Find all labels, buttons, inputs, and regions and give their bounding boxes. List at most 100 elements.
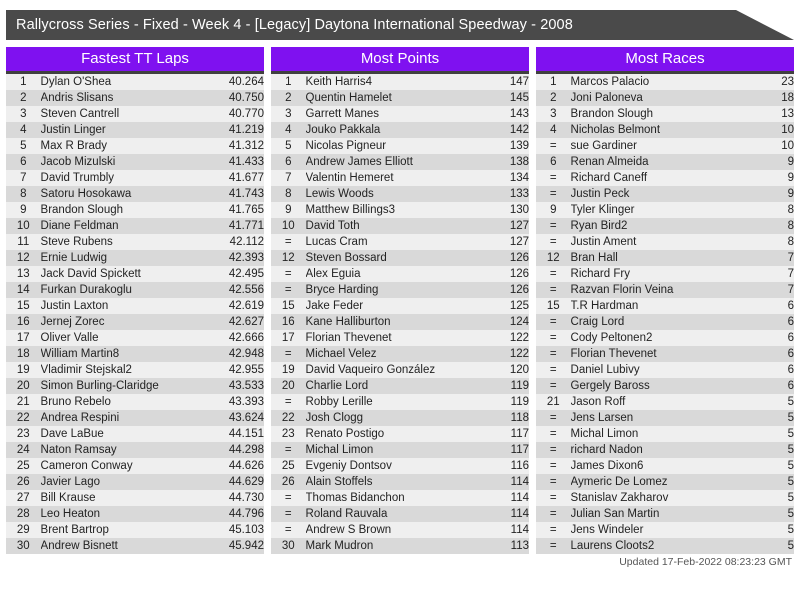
row-position: =: [549, 348, 557, 360]
row-driver-name: Florian Thevenet: [570, 348, 657, 360]
row-position: =: [549, 428, 557, 440]
row-driver-name: Naton Ramsay: [40, 444, 117, 456]
table-row: 6 Andrew James Elliott 138: [271, 154, 529, 170]
row-value: 130: [509, 204, 529, 216]
table-row: = Florian Thevenet 6: [536, 346, 794, 362]
row-driver-name: Bryce Harding: [305, 284, 379, 296]
table-row: 8 Lewis Woods 133: [271, 186, 529, 202]
table-row: = Ryan Bird2 8: [536, 218, 794, 234]
table-row: = Lucas Cram 127: [271, 234, 529, 250]
row-position: 7: [20, 172, 27, 184]
table-row: 9 Tyler Klinger 8: [536, 202, 794, 218]
row-value: 5: [787, 444, 794, 456]
row-value: 114: [510, 476, 529, 488]
row-position: =: [549, 140, 557, 152]
title-bar: Rallycross Series - Fixed - Week 4 - [Le…: [6, 10, 794, 40]
table-row: 1 Marcos Palacio 23: [536, 74, 794, 90]
row-position: =: [549, 236, 557, 248]
column-title: Most Races: [536, 47, 794, 74]
row-driver-name: Justin Ament: [570, 236, 637, 248]
row-value: 5: [787, 396, 794, 408]
row-position: 23: [16, 428, 30, 440]
row-position: 5: [20, 140, 27, 152]
row-position: 2: [285, 92, 292, 104]
row-value: 119: [510, 380, 529, 392]
table-row: 15 Jake Feder 125: [271, 298, 529, 314]
row-position: 3: [20, 108, 27, 120]
row-driver-name: David Toth: [305, 220, 360, 232]
row-driver-name: Florian Thevenet: [305, 332, 392, 344]
row-position: 19: [281, 364, 295, 376]
row-value: 6: [787, 380, 794, 392]
row-value: 6: [787, 332, 794, 344]
row-driver-name: Richard Caneff: [570, 172, 648, 184]
table-row: 10 Diane Feldman 41.771: [6, 218, 264, 234]
row-position: =: [284, 396, 292, 408]
row-driver-name: Razvan Florin Veina: [570, 284, 674, 296]
row-driver-name: Michal Limon: [305, 444, 374, 456]
row-value: 5: [787, 524, 794, 536]
table-row: 29 Brent Bartrop 45.103: [6, 522, 264, 538]
row-value: 5: [787, 412, 794, 424]
row-value: 113: [510, 540, 529, 552]
row-driver-name: Furkan Durakoglu: [40, 284, 132, 296]
row-position: 8: [20, 188, 27, 200]
row-driver-name: Max R Brady: [40, 140, 107, 152]
row-value: 9: [787, 188, 794, 200]
row-position: 24: [16, 444, 30, 456]
row-value: 42.955: [228, 364, 264, 376]
row-driver-name: Justin Laxton: [40, 300, 109, 312]
row-position: 6: [20, 156, 27, 168]
row-position: =: [549, 220, 557, 232]
row-driver-name: T.R Hardman: [570, 300, 639, 312]
row-value: 42.948: [228, 348, 264, 360]
row-value: 122: [509, 332, 529, 344]
table-row: 30 Mark Mudron 113: [271, 538, 529, 554]
table-row: = Justin Ament 8: [536, 234, 794, 250]
row-driver-name: Justin Linger: [40, 124, 106, 136]
table-row: 25 Evgeniy Dontsov 116: [271, 458, 529, 474]
row-position: 22: [281, 412, 295, 424]
row-value: 126: [509, 252, 529, 264]
row-driver-name: Jacob Mizulski: [40, 156, 116, 168]
row-position: =: [549, 540, 557, 552]
row-position: 26: [281, 476, 295, 488]
row-driver-name: Andrew S Brown: [305, 524, 392, 536]
row-driver-name: Kane Halliburton: [305, 316, 391, 328]
row-value: 43.393: [228, 396, 264, 408]
row-driver-name: Andrea Respini: [40, 412, 120, 424]
table-row: 25 Cameron Conway 44.626: [6, 458, 264, 474]
table-row: 15 Justin Laxton 42.619: [6, 298, 264, 314]
row-value: 42.393: [228, 252, 264, 264]
table-row: 27 Bill Krause 44.730: [6, 490, 264, 506]
row-position: 8: [285, 188, 292, 200]
row-value: 40.264: [228, 76, 264, 88]
row-position: =: [284, 524, 292, 536]
row-driver-name: Craig Lord: [570, 316, 625, 328]
table-row: 12 Bran Hall 7: [536, 250, 794, 266]
row-driver-name: Garrett Manes: [305, 108, 380, 120]
row-value: 7: [787, 268, 794, 280]
row-value: 42.495: [228, 268, 264, 280]
row-value: 138: [509, 156, 529, 168]
row-value: 143: [509, 108, 529, 120]
table-row: 7 Valentin Hemeret 134: [271, 170, 529, 186]
row-position: 1: [285, 76, 292, 88]
table-row: = Justin Peck 9: [536, 186, 794, 202]
row-position: =: [549, 188, 557, 200]
row-position: 14: [16, 284, 30, 296]
row-value: 41.219: [228, 124, 264, 136]
row-position: 2: [550, 92, 557, 104]
row-driver-name: Valentin Hemeret: [305, 172, 394, 184]
row-position: 15: [16, 300, 30, 312]
row-position: 15: [546, 300, 560, 312]
row-position: 25: [281, 460, 295, 472]
row-position: 21: [546, 396, 560, 408]
row-position: =: [549, 316, 557, 328]
leaderboard-column: Most Points 1 Keith Harris4 147 2 Quentin Ham…: [271, 47, 529, 554]
row-value: 45.942: [228, 540, 264, 552]
row-driver-name: Quentin Hamelet: [305, 92, 392, 104]
table-row: 5 Nicolas Pigneur 139: [271, 138, 529, 154]
row-value: 45.103: [228, 524, 264, 536]
row-position: 20: [16, 380, 30, 392]
